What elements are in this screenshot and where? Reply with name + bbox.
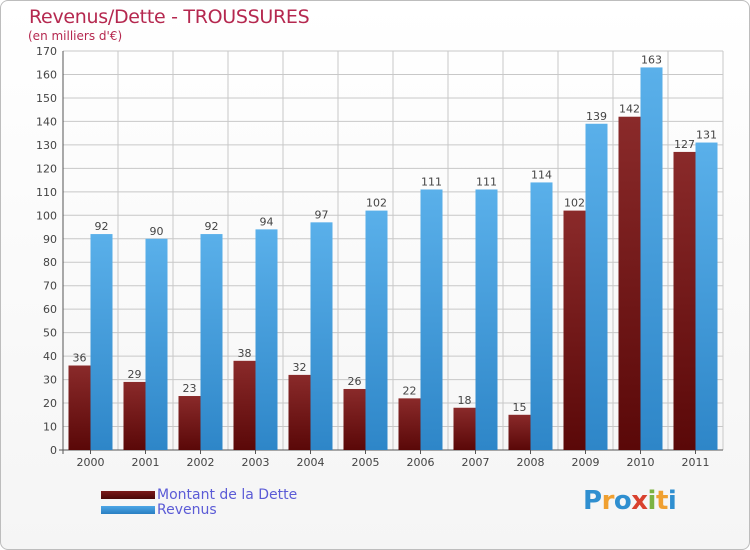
legend-label-dette: Montant de la Dette [157, 487, 298, 503]
bar-dette [563, 210, 586, 450]
y-tick-label: 50 [43, 327, 57, 340]
data-label-revenus: 94 [260, 215, 274, 228]
bar-revenus [255, 229, 278, 450]
data-label-dette: 127 [674, 138, 695, 151]
bar-revenus [475, 189, 498, 450]
x-tick-label: 2002 [187, 456, 215, 469]
logo-letter: x [631, 486, 648, 516]
x-tick-label: 2001 [132, 456, 160, 469]
logo-letter: t [655, 486, 668, 516]
bar-dette [453, 407, 476, 450]
data-label-revenus: 92 [205, 220, 219, 233]
proxiti-logo: Proxiti [583, 486, 677, 516]
bar-revenus [365, 210, 388, 450]
data-label-dette: 142 [619, 103, 640, 116]
bar-revenus [530, 182, 553, 450]
legend-swatch-revenus [101, 506, 155, 514]
x-tick-label: 2000 [77, 456, 105, 469]
y-tick-label: 70 [43, 280, 57, 293]
bar-dette [398, 398, 421, 450]
data-label-dette: 15 [513, 401, 527, 414]
x-tick-label: 2008 [517, 456, 545, 469]
y-tick-label: 40 [43, 350, 57, 363]
bar-dette [178, 396, 201, 450]
chart-title: Revenus/Dette - TROUSSURES [29, 6, 310, 28]
bar-revenus [585, 123, 608, 451]
bar-dette [508, 414, 531, 450]
data-label-revenus: 102 [366, 197, 387, 210]
y-tick-label: 110 [36, 186, 57, 199]
x-tick-label: 2010 [627, 456, 655, 469]
data-label-dette: 32 [293, 361, 307, 374]
data-label-dette: 102 [564, 197, 585, 210]
bar-dette [123, 381, 146, 450]
data-label-revenus: 92 [95, 220, 109, 233]
bar-dette [673, 151, 696, 450]
legend-label-revenus: Revenus [157, 502, 217, 518]
x-tick-label: 2009 [572, 456, 600, 469]
bar-revenus [640, 67, 663, 450]
data-label-revenus: 163 [641, 53, 662, 66]
legend-item-revenus: Revenus [101, 502, 351, 519]
y-tick-label: 160 [36, 68, 57, 81]
bar-revenus [200, 234, 223, 450]
chart-subtitle: (en milliers d'€) [28, 29, 123, 43]
y-tick-label: 170 [36, 45, 57, 58]
bar-revenus [145, 238, 168, 450]
y-tick-label: 60 [43, 303, 57, 316]
bar-revenus [420, 189, 443, 450]
y-tick-label: 100 [36, 209, 57, 222]
y-tick-label: 0 [50, 444, 57, 457]
data-label-revenus: 90 [150, 225, 164, 238]
data-label-revenus: 139 [586, 110, 607, 123]
y-tick-label: 10 [43, 421, 57, 434]
bar-dette [68, 365, 91, 450]
data-label-dette: 29 [128, 368, 142, 381]
y-tick-label: 120 [36, 162, 57, 175]
x-tick-label: 2007 [462, 456, 490, 469]
data-label-revenus: 111 [476, 175, 497, 188]
data-label-dette: 26 [348, 375, 362, 388]
x-tick-label: 2011 [682, 456, 710, 469]
x-tick-label: 2004 [297, 456, 325, 469]
y-tick-label: 130 [36, 139, 57, 152]
y-tick-label: 30 [43, 374, 57, 387]
data-label-revenus: 114 [531, 168, 552, 181]
logo-letter: P [583, 486, 602, 516]
bar-revenus [310, 222, 333, 450]
legend-swatch-dette [101, 491, 155, 499]
bar-revenus [90, 234, 113, 450]
y-tick-label: 20 [43, 397, 57, 410]
logo-letter: r [601, 486, 615, 516]
bar-dette [233, 360, 256, 450]
y-tick-label: 90 [43, 233, 57, 246]
data-label-dette: 36 [73, 352, 87, 365]
y-tick-label: 150 [36, 92, 57, 105]
data-label-revenus: 111 [421, 175, 442, 188]
data-label-dette: 23 [183, 382, 197, 395]
data-label-revenus: 131 [696, 129, 717, 142]
y-tick-label: 80 [43, 256, 57, 269]
data-label-dette: 38 [238, 347, 252, 360]
data-label-revenus: 97 [315, 208, 329, 221]
data-label-dette: 18 [458, 394, 472, 407]
bar-dette [343, 388, 366, 450]
logo-letter: o [613, 486, 632, 516]
bar-dette [288, 374, 311, 450]
x-tick-label: 2006 [407, 456, 435, 469]
x-tick-label: 2005 [352, 456, 380, 469]
x-tick-label: 2003 [242, 456, 270, 469]
legend-item-dette: Montant de la Dette [101, 487, 351, 504]
bar-revenus [695, 142, 718, 451]
logo-letter: i [667, 486, 677, 516]
y-tick-label: 140 [36, 115, 57, 128]
data-label-dette: 22 [403, 384, 417, 397]
logo-letter: i [647, 486, 657, 516]
bar-dette [618, 116, 641, 450]
